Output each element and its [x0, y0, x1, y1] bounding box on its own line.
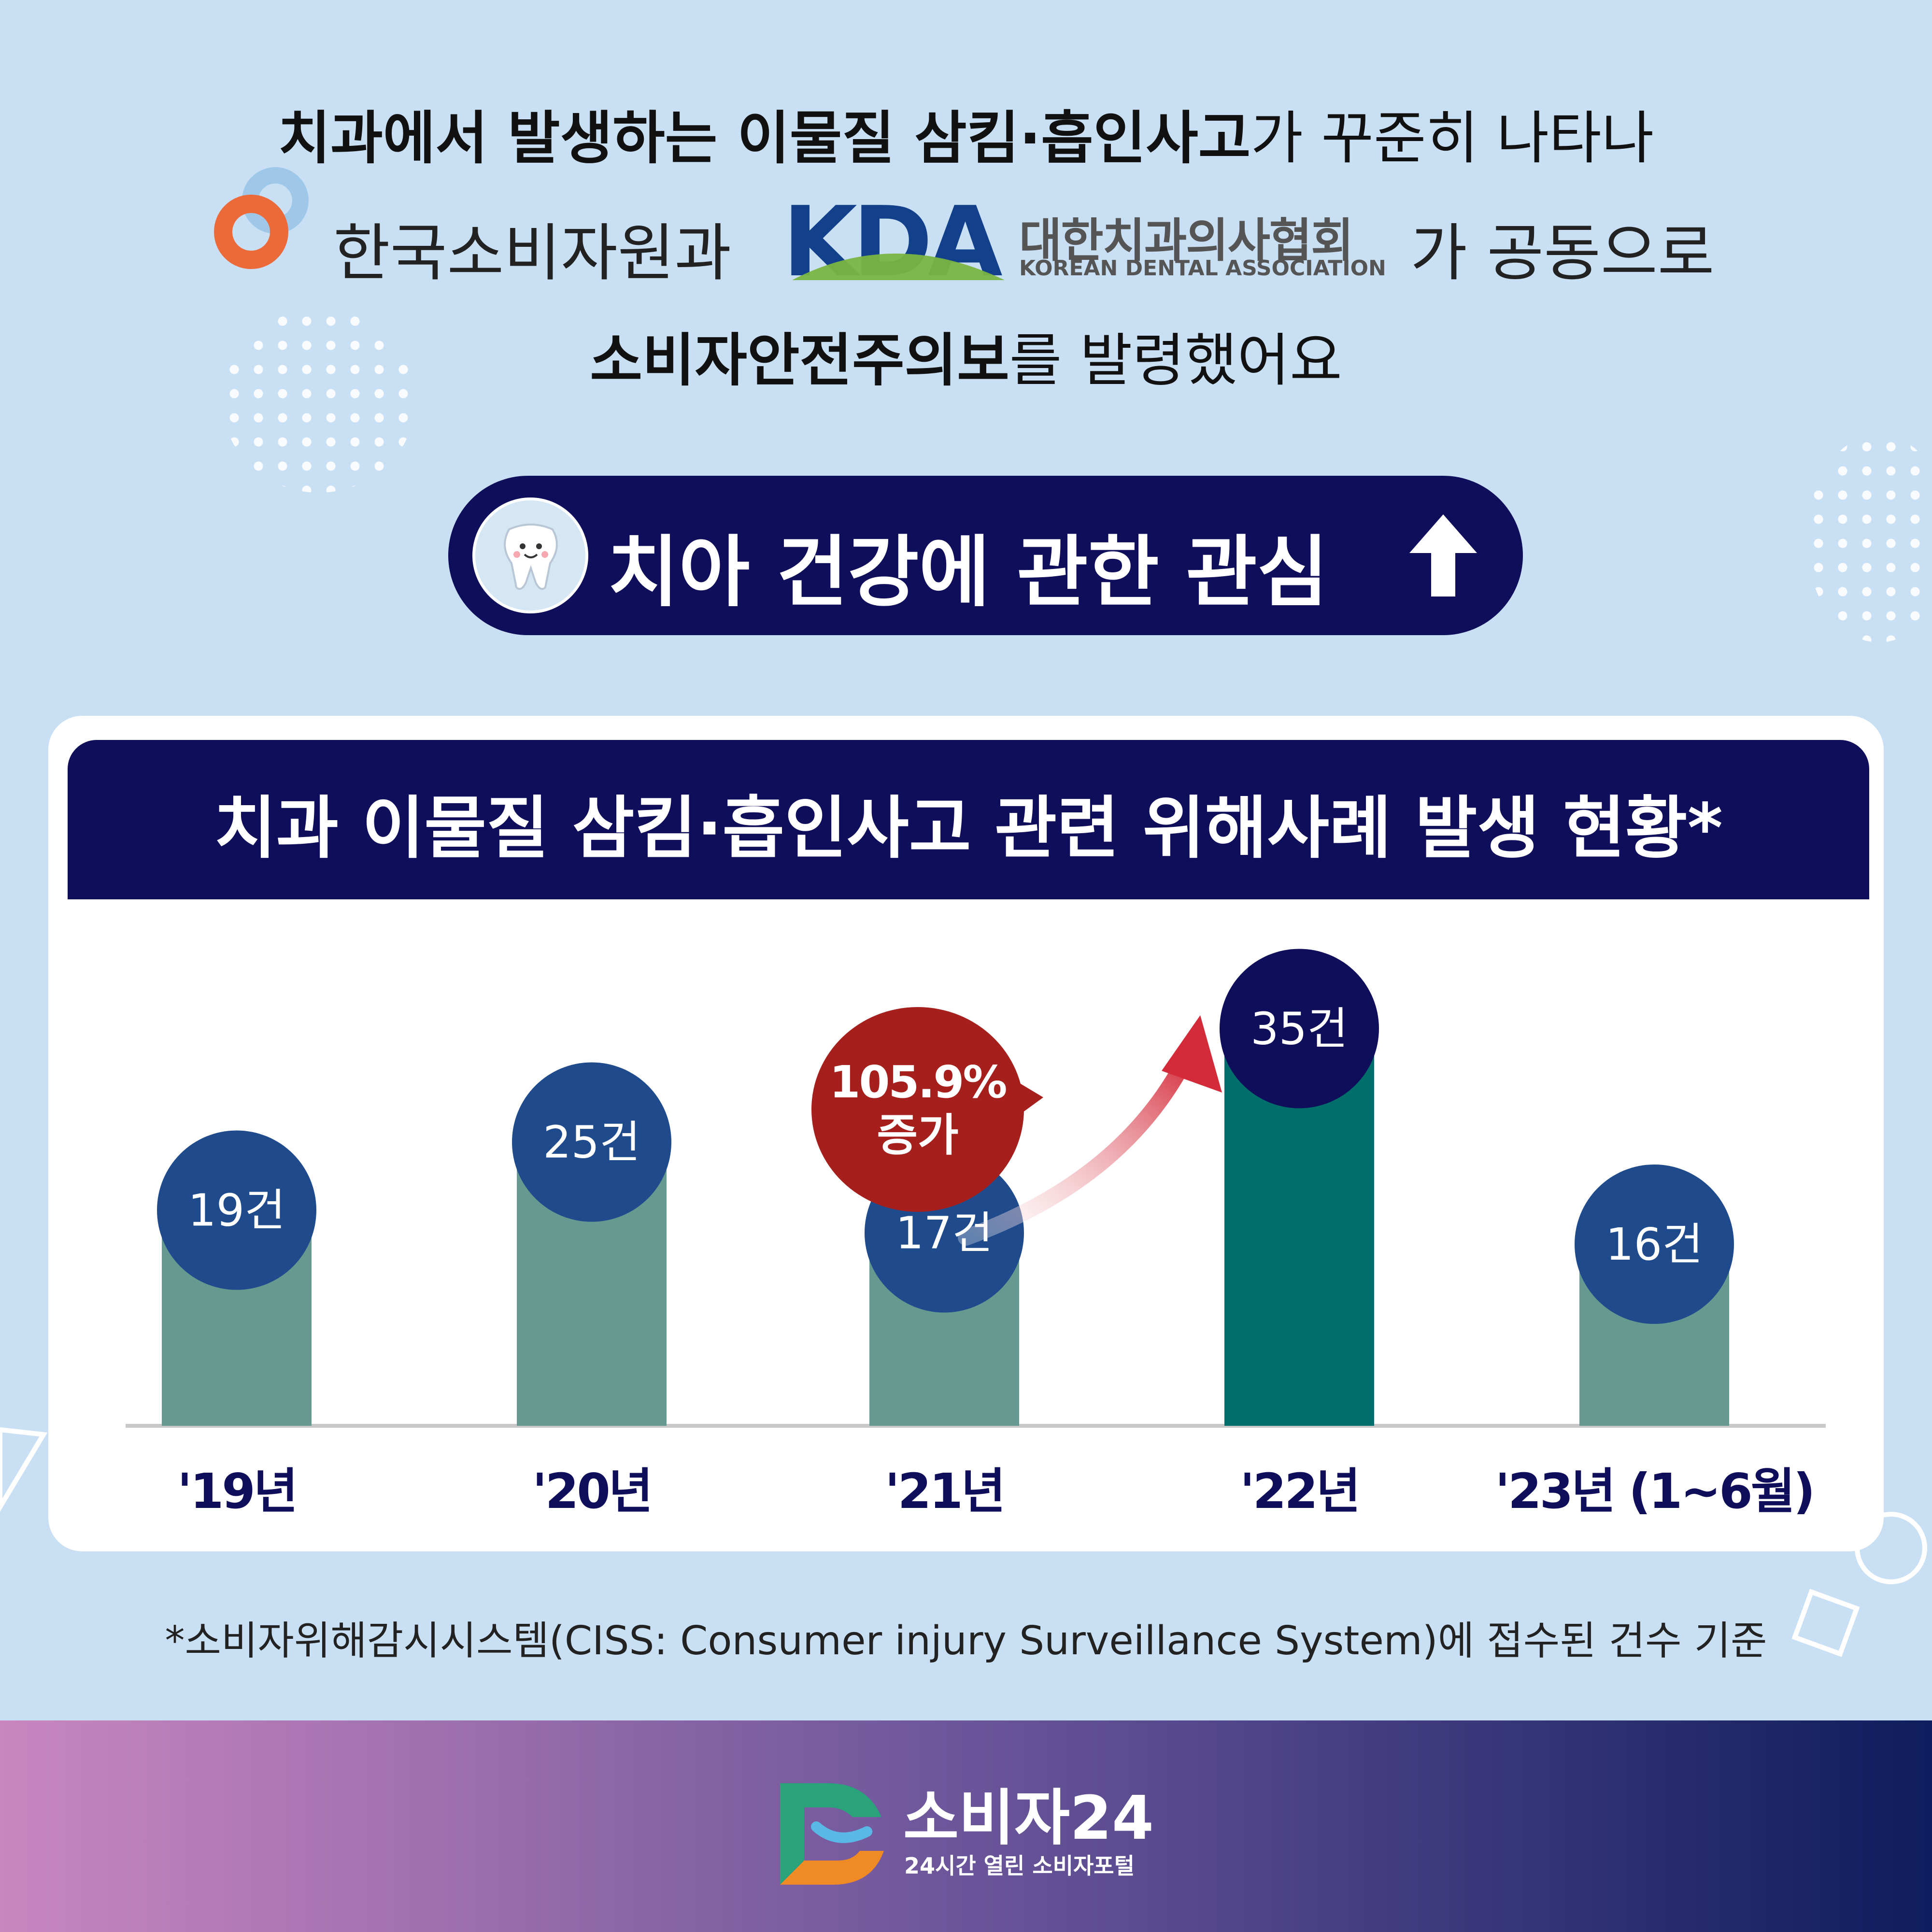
headline-line3-bold: 소비자안전주의보 [590, 327, 1009, 394]
category-label: '22년 [1240, 1463, 1359, 1520]
growth-callout-percent: 105.9% [829, 1056, 1006, 1108]
headline-line1-rest: 가 꾸준히 나타나 [1250, 105, 1654, 171]
growth-callout [811, 1007, 1024, 1212]
kca-name: 한국소비자원과 [333, 217, 732, 289]
footer-subtitle: 24시간 열린 소비자포털 [904, 1853, 1135, 1879]
value-label: 35건 [1250, 1003, 1348, 1055]
chart-card: 치과 이물질 삼킴·흡인사고 관련 위해사례 발생 현황* 19건 '19년 25건… [48, 716, 1884, 1551]
pill-text: 치아 건강에 관한 관심 [608, 527, 1328, 617]
headline-line2-rest: 가 공동으로 [1410, 217, 1715, 289]
headline-line3: 소비자안전주의보를 발령했어요 [0, 314, 1932, 397]
decor-dots-left [222, 309, 415, 493]
headline-line3-rest: 를 발령했어요 [1009, 327, 1342, 394]
category-label: '19년 [177, 1463, 296, 1520]
value-bubble [1220, 949, 1379, 1108]
category-label: '20년 [532, 1463, 651, 1520]
decor-square [1791, 1589, 1860, 1657]
kda-korean-name: 대한치과의사협회 [1019, 213, 1354, 268]
headline-line1: 치과에서 발생하는 이물질 삼킴·흡인사고가 꾸준히 나타나 [0, 92, 1932, 174]
headline-line1-bold: 치과에서 발생하는 이물질 삼킴·흡인사고 [278, 105, 1251, 171]
value-label: 19건 [188, 1185, 285, 1236]
growth-callout-tail [1017, 1083, 1043, 1117]
growth-arrowhead [1162, 1015, 1222, 1093]
category-label: '23년 (1~6월) [1495, 1463, 1814, 1520]
growth-arrow [958, 1046, 1196, 1246]
growth-callout-text: 증가 [877, 1109, 958, 1161]
tooth-icon [504, 524, 558, 590]
kda-english-name: KOREAN DENTAL ASSOCIATION [1019, 256, 1386, 281]
interest-pill: 치아 건강에 관한 관심 [448, 476, 1523, 635]
kca-logo-icon [214, 167, 309, 269]
value-bubble [512, 1062, 671, 1222]
decor-triangle [0, 1427, 48, 1512]
category-label: '21년 [885, 1463, 1004, 1520]
kda-logo-icon: KDA [782, 198, 1007, 285]
consumer24-logo-icon [780, 1783, 884, 1885]
chart-title: 치과 이물질 삼킴·흡인사고 관련 위해사례 발생 현황* [214, 789, 1723, 868]
footnote: *소비자위해감시시스템(CISS: Consumer injury Survei… [165, 1618, 1767, 1664]
value-label: 25건 [543, 1117, 640, 1168]
up-arrow-icon [1409, 514, 1477, 597]
chart-title-banner: 치과 이물질 삼킴·흡인사고 관련 위해사례 발생 현황* [68, 740, 1869, 899]
footer-brand: 소비자24 [903, 1783, 1154, 1853]
footer-bar: 소비자24 24시간 열린 소비자포털 [0, 1720, 1932, 1932]
tooth-badge [472, 497, 588, 613]
decor-dots-right [1806, 435, 1932, 642]
value-bubble [157, 1130, 316, 1290]
value-label: 16건 [1605, 1219, 1703, 1270]
value-bubble [1575, 1165, 1734, 1324]
